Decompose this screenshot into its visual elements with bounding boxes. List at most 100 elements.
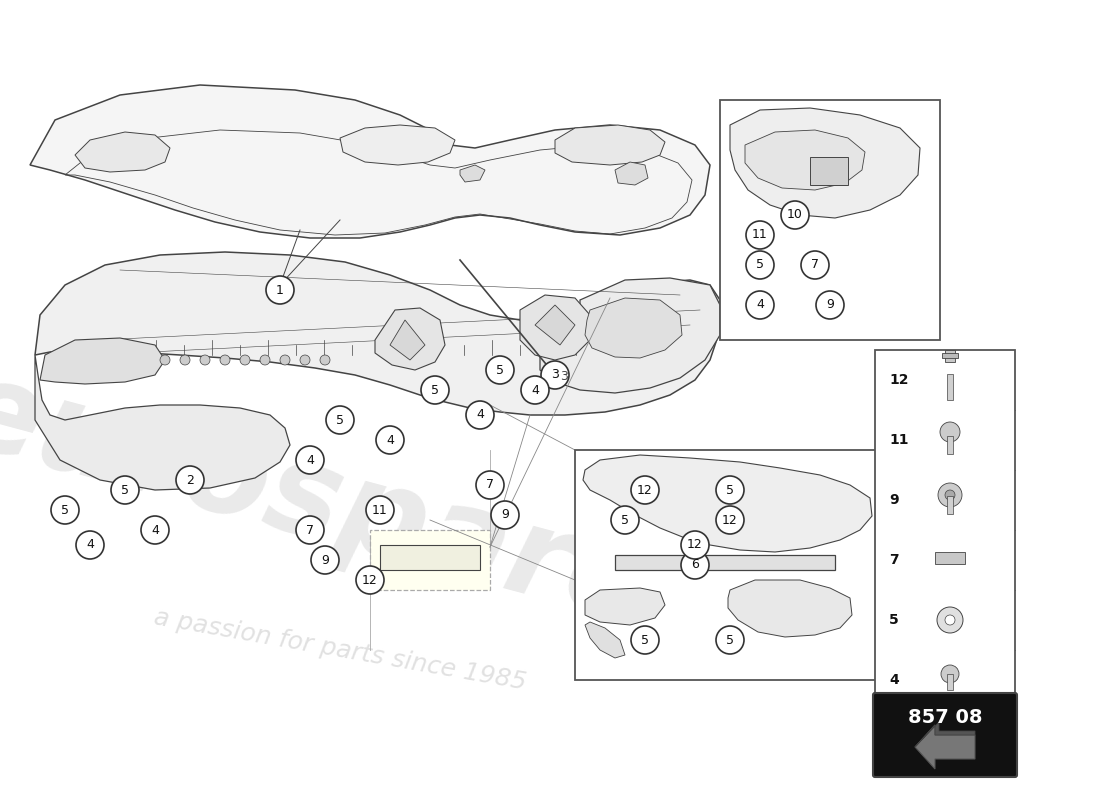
Circle shape: [111, 476, 139, 504]
Text: 11: 11: [752, 229, 768, 242]
Polygon shape: [615, 555, 835, 570]
Circle shape: [200, 355, 210, 365]
Text: 11: 11: [372, 503, 388, 517]
Text: 5: 5: [496, 363, 504, 377]
Text: 4: 4: [386, 434, 394, 446]
Circle shape: [610, 506, 639, 534]
Text: a passion for parts since 1985: a passion for parts since 1985: [152, 606, 528, 694]
Text: 12: 12: [362, 574, 378, 586]
Polygon shape: [745, 130, 865, 190]
Circle shape: [716, 476, 744, 504]
Polygon shape: [585, 622, 625, 658]
Bar: [935, 552, 965, 564]
Polygon shape: [35, 355, 290, 490]
Text: 12: 12: [688, 538, 703, 551]
Text: 7: 7: [889, 553, 899, 567]
Circle shape: [940, 422, 960, 442]
Polygon shape: [540, 278, 720, 393]
Polygon shape: [35, 252, 720, 415]
Text: 5: 5: [621, 514, 629, 526]
Polygon shape: [390, 320, 425, 360]
Circle shape: [781, 201, 808, 229]
Text: 2: 2: [186, 474, 194, 486]
Circle shape: [816, 291, 844, 319]
Circle shape: [311, 546, 339, 574]
Text: 11: 11: [889, 433, 909, 447]
Circle shape: [180, 355, 190, 365]
Polygon shape: [340, 125, 455, 165]
Circle shape: [300, 355, 310, 365]
Polygon shape: [535, 305, 575, 345]
Circle shape: [141, 516, 169, 544]
Circle shape: [631, 626, 659, 654]
Polygon shape: [583, 455, 872, 552]
Polygon shape: [585, 298, 682, 358]
Text: 9: 9: [321, 554, 329, 566]
Circle shape: [491, 501, 519, 529]
Circle shape: [541, 361, 569, 389]
Text: 4: 4: [476, 409, 484, 422]
Circle shape: [746, 291, 774, 319]
Circle shape: [681, 531, 710, 559]
Polygon shape: [915, 722, 975, 747]
Circle shape: [945, 490, 955, 500]
Polygon shape: [520, 295, 590, 360]
Circle shape: [681, 551, 710, 579]
Polygon shape: [30, 85, 710, 238]
Text: 5: 5: [641, 634, 649, 646]
Text: 3: 3: [560, 370, 568, 383]
Bar: [575, 450, 886, 680]
Polygon shape: [375, 308, 446, 370]
Text: 5: 5: [60, 503, 69, 517]
Bar: [720, 100, 940, 340]
Text: 7: 7: [811, 258, 819, 271]
Text: 12: 12: [889, 373, 909, 387]
Polygon shape: [728, 580, 852, 637]
Circle shape: [296, 516, 324, 544]
Text: 9: 9: [502, 509, 509, 522]
Bar: [947, 674, 953, 690]
Text: 10: 10: [788, 209, 803, 222]
Text: 4: 4: [306, 454, 313, 466]
Circle shape: [260, 355, 270, 365]
Circle shape: [366, 496, 394, 524]
Bar: [947, 496, 953, 514]
Text: eurospares: eurospares: [0, 350, 737, 670]
Text: 5: 5: [336, 414, 344, 426]
Polygon shape: [915, 725, 975, 769]
Bar: [947, 374, 953, 400]
Circle shape: [326, 406, 354, 434]
Circle shape: [945, 615, 955, 625]
Circle shape: [938, 483, 962, 507]
Text: 7: 7: [486, 478, 494, 491]
Text: 4: 4: [756, 298, 763, 311]
Text: 5: 5: [726, 483, 734, 497]
Circle shape: [746, 251, 774, 279]
Circle shape: [476, 471, 504, 499]
Text: 5: 5: [121, 483, 129, 497]
Text: 5: 5: [889, 613, 899, 627]
Bar: [947, 436, 953, 454]
FancyBboxPatch shape: [873, 693, 1018, 777]
Text: 5: 5: [726, 634, 734, 646]
Circle shape: [51, 496, 79, 524]
Polygon shape: [615, 162, 648, 185]
Text: 5: 5: [756, 258, 764, 271]
Text: 6: 6: [691, 558, 698, 571]
Circle shape: [240, 355, 250, 365]
Circle shape: [296, 446, 324, 474]
Circle shape: [320, 355, 330, 365]
Circle shape: [220, 355, 230, 365]
Text: 1: 1: [276, 283, 284, 297]
Circle shape: [801, 251, 829, 279]
Polygon shape: [556, 125, 666, 165]
Text: 4: 4: [86, 538, 94, 551]
Text: 9: 9: [889, 493, 899, 507]
Circle shape: [376, 426, 404, 454]
Circle shape: [280, 355, 290, 365]
Text: 9: 9: [826, 298, 834, 311]
Polygon shape: [40, 338, 165, 384]
Polygon shape: [75, 132, 170, 172]
Circle shape: [716, 506, 744, 534]
Bar: [370, 530, 490, 590]
